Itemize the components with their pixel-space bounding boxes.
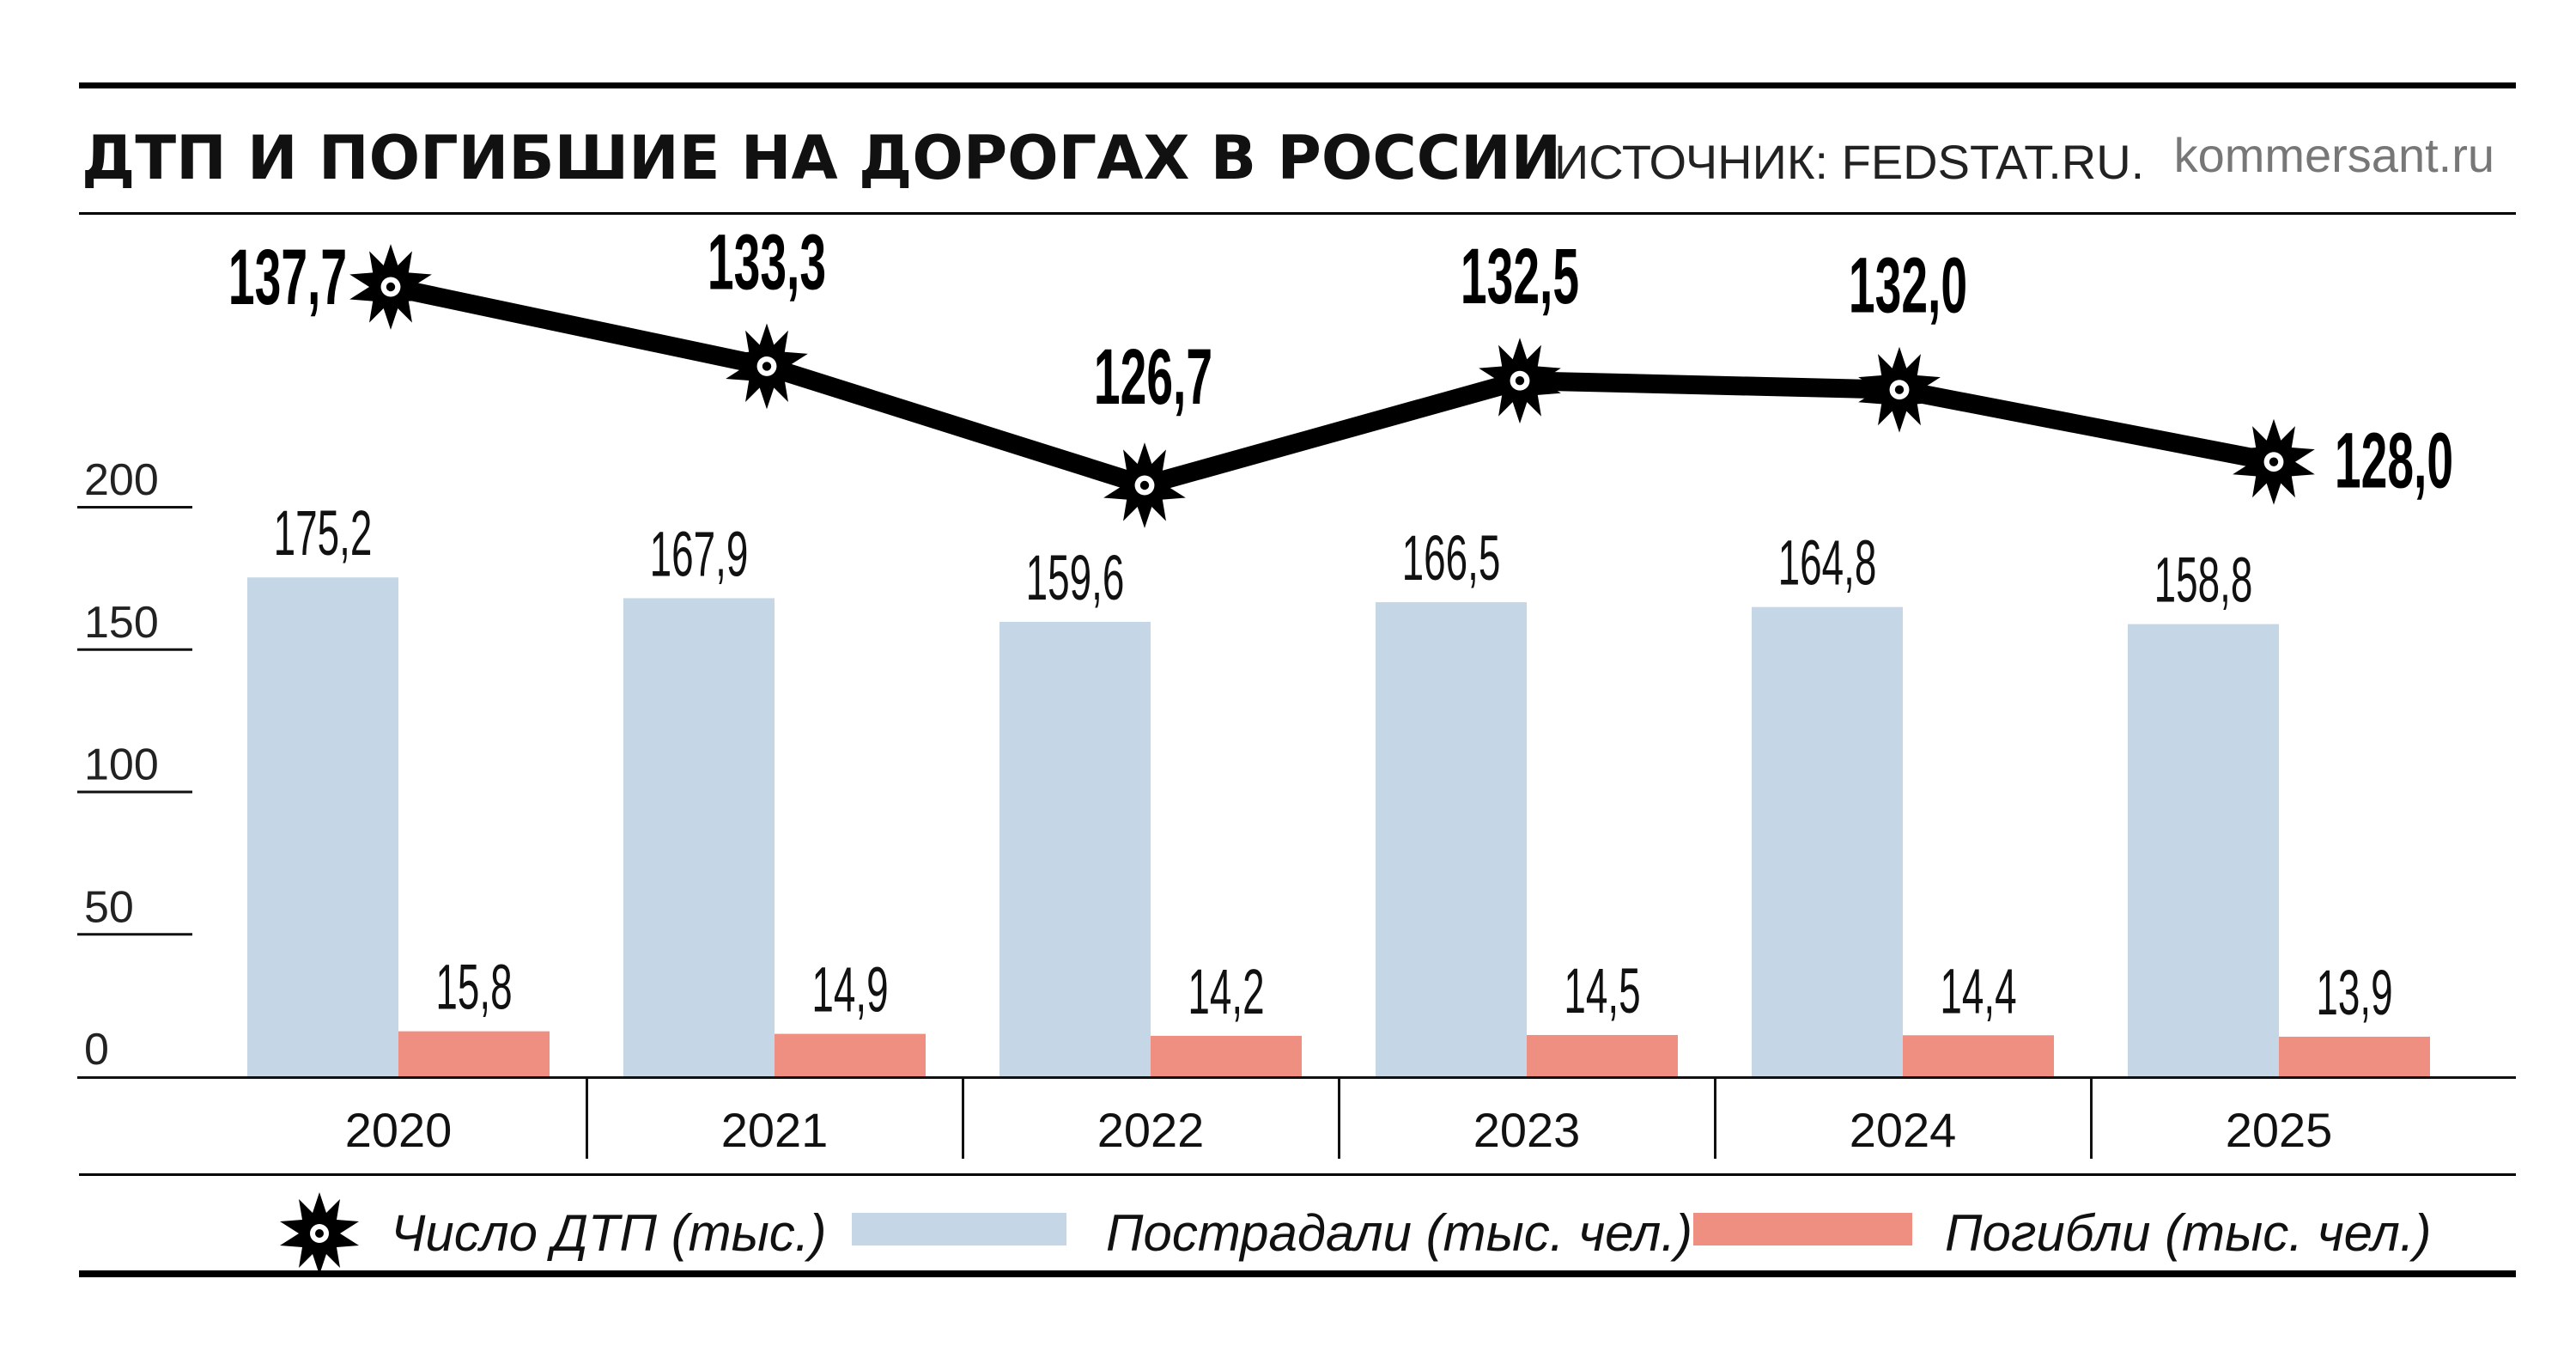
y-axis: 200 150 100 50 0 [77, 455, 192, 1075]
bar-injured [1752, 606, 1903, 1076]
bar-killed [1903, 1035, 2054, 1076]
x-tick-label: 2021 [721, 1103, 829, 1157]
bar-injured-label: 175,2 [274, 498, 373, 569]
accidents-label: 126,7 [1094, 333, 1212, 422]
bar-killed-label: 15,8 [435, 953, 512, 1024]
x-axis-line [77, 1076, 2516, 1079]
accidents-line [388, 277, 2276, 495]
accidents-line-halo [387, 271, 2277, 501]
bar-injured-label: 164,8 [1778, 528, 1877, 600]
bar-injured [247, 577, 398, 1076]
y-gridline [77, 933, 192, 936]
x-separator [2090, 1076, 2093, 1159]
header-rule [79, 212, 2516, 215]
bar-injured-label: 158,8 [2154, 545, 2253, 616]
bar-killed-label: 14,5 [1564, 956, 1640, 1027]
brand-label: kommersant.ru [2174, 128, 2494, 182]
x-tick-label: 2022 [1097, 1103, 1205, 1157]
x-axis: 2020 2021 2022 2023 2024 2025 [77, 1076, 2516, 1159]
bar-killed [2279, 1036, 2430, 1076]
y-tick-label: 200 [84, 455, 159, 505]
source-note: ИСТОЧНИК: FEDSTAT.RU. [1554, 135, 2144, 189]
x-tick-label: 2020 [345, 1103, 453, 1157]
bar-killed-label: 14,9 [811, 954, 888, 1026]
accidents-label: 133,3 [708, 218, 826, 307]
x-tick-label: 2025 [2226, 1103, 2333, 1157]
bar-killed [398, 1031, 550, 1076]
accidents-label: 132,5 [1461, 233, 1579, 321]
y-gridline [77, 648, 192, 651]
bars-layer [247, 577, 2430, 1076]
bar-injured [623, 598, 775, 1076]
legend-accidents-label: Число ДТП (тыс.) [391, 1204, 826, 1262]
bottom-rule [79, 1270, 2516, 1277]
y-tick-label: 100 [84, 740, 159, 790]
legend-injured-label: Пострадали (тыс. чел.) [1106, 1204, 1692, 1262]
bar-killed [1527, 1034, 1678, 1076]
legend-killed-swatch [1693, 1213, 1912, 1245]
chart-title: ДТП И ПОГИБШИЕ НА ДОРОГАХ В РОССИИ [82, 123, 1561, 193]
bar-injured-label: 159,6 [1026, 543, 1125, 614]
legend-rule [79, 1173, 2516, 1176]
y-tick-label: 0 [84, 1025, 109, 1075]
accidents-label: 128,0 [2335, 417, 2453, 505]
accidents-label: 132,0 [1849, 241, 1967, 330]
x-separator [962, 1076, 964, 1159]
bar-killed [1151, 1035, 1302, 1076]
x-separator [586, 1076, 588, 1159]
bar-killed-label: 14,2 [1188, 957, 1264, 1028]
x-separator [1338, 1076, 1340, 1159]
x-tick-label: 2023 [1473, 1103, 1581, 1157]
x-separator [1714, 1076, 1716, 1159]
bar-injured [2128, 624, 2279, 1076]
bar-injured [999, 621, 1151, 1076]
top-rule [79, 82, 2516, 88]
y-tick-label: 50 [84, 882, 134, 932]
bar-injured [1376, 602, 1527, 1076]
bar-killed-label: 13,9 [2316, 958, 2392, 1029]
bar-killed [775, 1033, 926, 1076]
bar-injured-label: 167,9 [650, 519, 749, 590]
y-gridline [77, 790, 192, 794]
legend-killed-label: Погибли (тыс. чел.) [1945, 1204, 2431, 1262]
accidents-line-layer: 137,7 133,3 126,7 132,5 132,0 128,0 [228, 218, 2453, 528]
bar-injured-label: 166,5 [1402, 523, 1501, 594]
legend-accidents-icon [280, 1192, 359, 1275]
legend-injured-swatch [852, 1213, 1066, 1245]
bar-killed-label: 14,4 [1940, 956, 2016, 1027]
bar-labels-layer: 175,2 15,8 167,9 14,9 159,6 14,2 166,5 14,5 164,… [274, 498, 2393, 1029]
y-gridline [77, 506, 192, 509]
accidents-label: 137,7 [228, 234, 347, 322]
x-tick-label: 2024 [1850, 1103, 1957, 1157]
y-tick-label: 150 [84, 598, 159, 648]
